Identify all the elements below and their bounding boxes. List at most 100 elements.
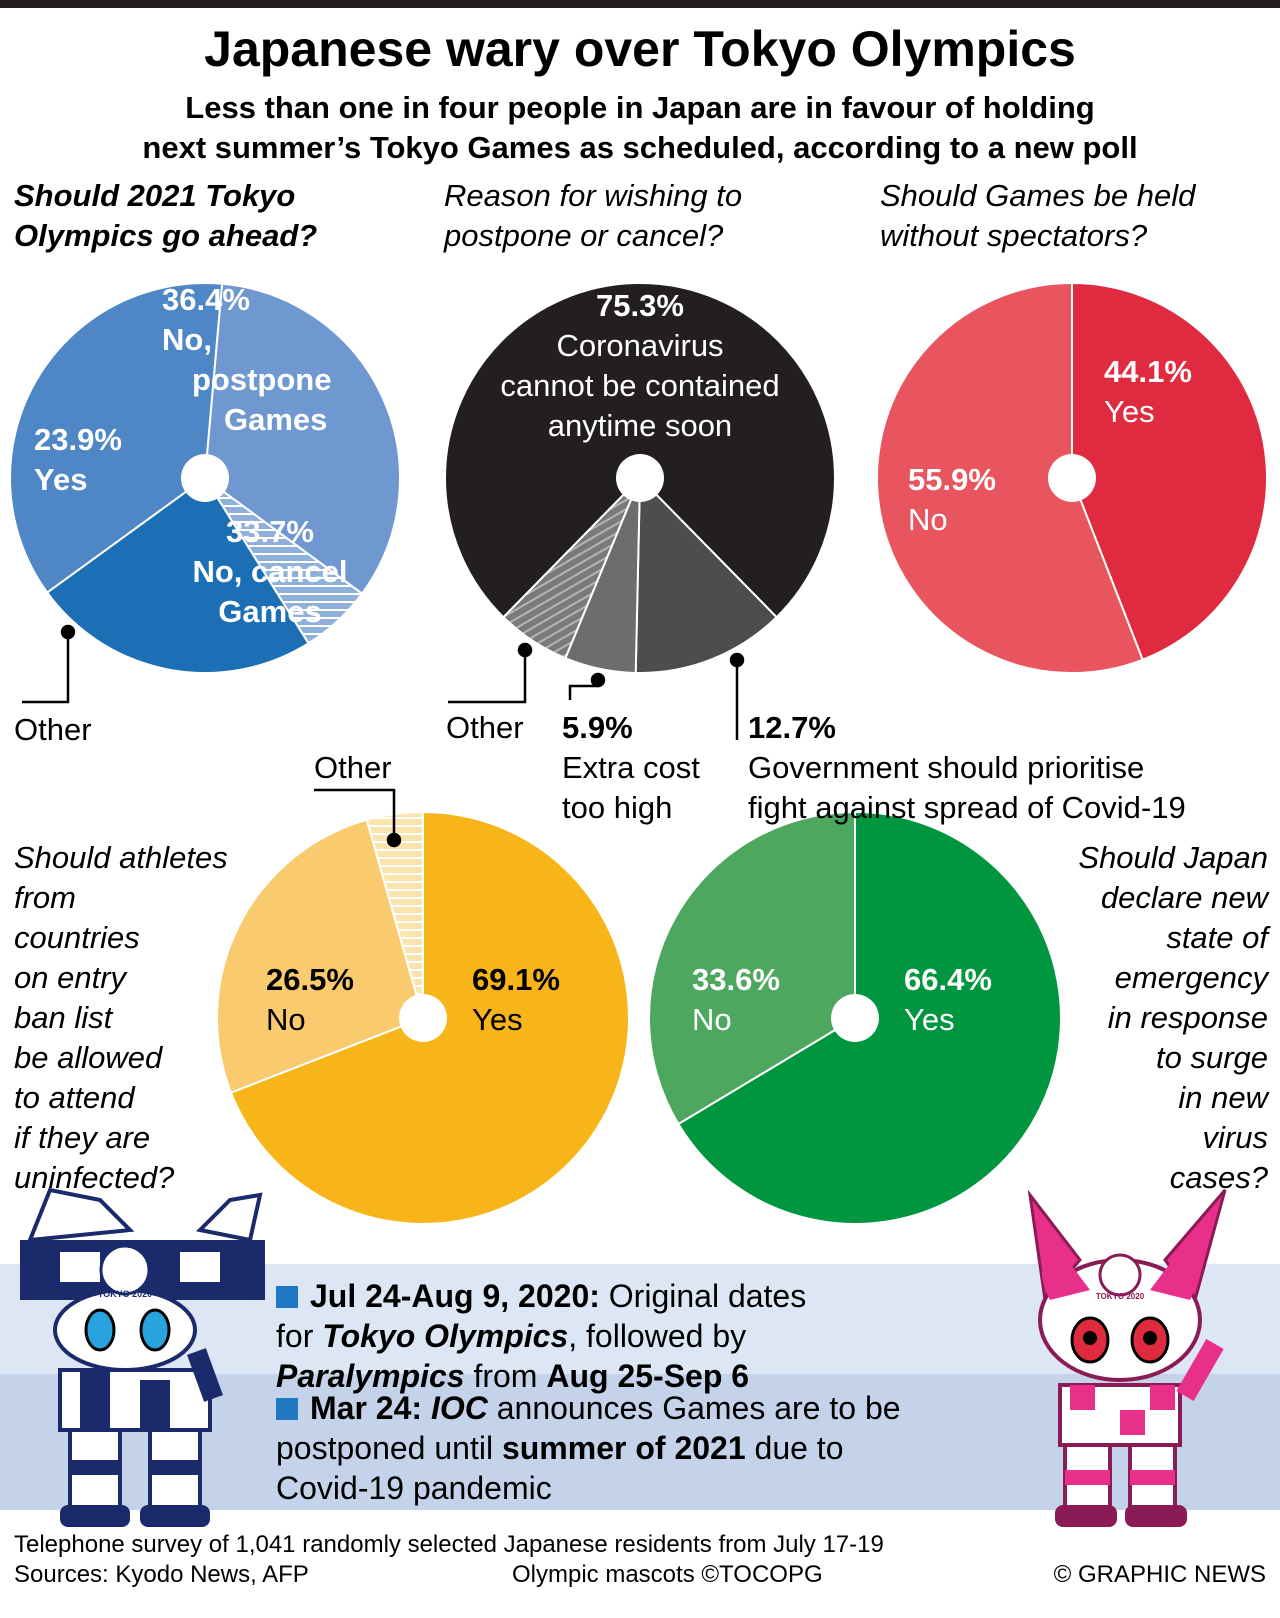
pie1-label-line: No, cancel	[192, 554, 348, 589]
pie2-slice-government-should-prioritise-fight-against-spread-of-covid-19	[634, 475, 778, 674]
pie5-question-line: in response	[1107, 1000, 1268, 1035]
pie3-pct-yes: 44.1%	[1104, 354, 1192, 389]
pie2-label-extra-cost: 5.9% Extra cost too high	[562, 708, 700, 828]
pie4-center-hole	[399, 994, 447, 1042]
subtitle-line-1: Less than one in four people in Japan ar…	[185, 90, 1095, 125]
pie5-question-line: cases?	[1169, 1160, 1268, 1195]
pie1-label-line: No,	[162, 322, 212, 357]
timeline-item-2: Mar 24: IOC announces Games are to be po…	[276, 1388, 1016, 1508]
pie4-label-no: 26.5% No	[266, 960, 354, 1040]
pie3-label-no: 55.9% No	[908, 460, 996, 540]
pie1-label-line: Games	[218, 594, 322, 629]
pie4-question-line: if they are	[14, 1120, 151, 1155]
pie4-label-other: Other	[314, 750, 392, 785]
pie4-label-yes: 69.1% Yes	[472, 960, 560, 1040]
pie5-slice-no	[648, 810, 856, 1126]
timeline-item-1-text: for	[276, 1318, 323, 1354]
top-bar	[0, 0, 1280, 8]
footer-sources: Sources: Kyodo News, AFP	[14, 1561, 309, 1588]
pie2-label-line: Government should prioritise	[748, 750, 1145, 785]
pie3-label-yes: 44.1% Yes	[1104, 352, 1192, 432]
pie5-center-hole	[831, 994, 879, 1042]
footer-mascots: Olympic mascots ©TOCOPG	[512, 1561, 823, 1588]
pie1-pct-yes: 23.9%	[34, 422, 122, 457]
timeline-item-2-ioc: IOC	[430, 1390, 488, 1426]
leader-dot-other-2	[517, 642, 533, 658]
leader-dot-other-1	[60, 624, 76, 640]
pie3-question-line: Should Games be held	[880, 178, 1196, 213]
pie2-slice-coronavirus-cannot-be-contained-anytime-soon	[444, 282, 836, 619]
mascot-right-text: TOKYO 2020	[1096, 1292, 1145, 1301]
pie1-slice-no-cancel-games	[203, 282, 401, 596]
pie1-pct-cancel: 33.7%	[226, 514, 314, 549]
timeline-item-1-date: Jul 24-Aug 9, 2020:	[310, 1278, 600, 1314]
leader-dot-extra-cost	[590, 672, 606, 688]
pie5-question-line: virus	[1202, 1120, 1268, 1155]
pie2-label-line: Extra cost	[562, 750, 700, 785]
pie2-label-line: Coronavirus	[556, 328, 724, 363]
mascot-left-text: TOKYO 2020	[98, 1289, 152, 1299]
pie2-label-line: too high	[562, 790, 673, 825]
page-title: Japanese wary over Tokyo Olympics	[204, 21, 1076, 77]
footer-credit: © GRAPHIC NEWS	[1053, 1561, 1266, 1588]
pie5-question: Should Japan declare new state of emerge…	[1000, 838, 1268, 1198]
pie1-label-line: Games	[224, 402, 328, 437]
pie3-question-line: without spectators?	[880, 218, 1148, 253]
pie4-label-yes-text: Yes	[472, 1002, 523, 1037]
timeline-item-1-paralympics: Paralympics	[276, 1358, 465, 1394]
timeline-item-2-summer: summer of 2021	[501, 1430, 746, 1466]
pie5-question-line: emergency	[1114, 960, 1268, 995]
pie3-slice-yes	[1071, 281, 1268, 662]
footer-survey: Telephone survey of 1,041 randomly selec…	[14, 1531, 884, 1558]
pie2-label-line: anytime soon	[547, 408, 733, 443]
pie4-question: Should athletes from countries on entry …	[14, 838, 228, 1198]
timeline-item-1-olympics: Tokyo Olympics	[322, 1318, 569, 1354]
pie3-label-no-text: No	[908, 502, 948, 537]
pie5-question-line: in new	[1178, 1080, 1268, 1115]
pie4-question-line: uninfected?	[14, 1160, 175, 1195]
leader-line-other-4	[314, 788, 396, 840]
pie2-question-line: Reason for wishing to	[444, 178, 743, 213]
pie3-center-hole	[1048, 454, 1096, 502]
pie5-label-no: 33.6% No	[692, 960, 780, 1040]
pie2-pct-government: 12.7%	[748, 710, 836, 745]
leader-line-other-1	[22, 632, 70, 704]
timeline-item-1-text: , followed by	[568, 1318, 747, 1354]
pie4-question-line: countries	[14, 920, 140, 955]
pie4-question-line: on entry	[14, 960, 127, 995]
timeline-item-2-text: Covid-19 pandemic	[276, 1470, 552, 1506]
pie5-question-line: declare new	[1100, 880, 1268, 915]
pie2-pct-extra-cost: 5.9%	[562, 710, 633, 745]
pie1-label-yes: 23.9% Yes	[34, 420, 122, 500]
pie2-label-government: 12.7% Government should prioritise fight…	[748, 708, 1186, 828]
pie4-question-line: Should athletes	[14, 840, 228, 875]
timeline-item-1-text: from	[464, 1358, 547, 1394]
pie1-center-hole	[181, 454, 229, 502]
pie4-question-line: from	[14, 880, 76, 915]
pie3-question: Should Games be held without spectators?	[880, 176, 1195, 256]
pie1-label-other: Other	[14, 712, 92, 747]
pie2-label-other: Other	[446, 710, 524, 745]
timeline-item-2-text: due to	[745, 1430, 844, 1466]
pie1-slice-no-postpone-games	[9, 282, 224, 595]
timeline-item-2-text: announces Games are to be	[487, 1390, 901, 1426]
pie4-question-line: to attend	[14, 1080, 135, 1115]
pie1-pct-postpone: 36.4%	[162, 282, 250, 317]
page-subtitle: Less than one in four people in Japan ar…	[0, 88, 1280, 168]
square-bullet-icon	[276, 1398, 298, 1420]
pie5-pct-no: 33.6%	[692, 962, 780, 997]
pie5-label-yes-text: Yes	[904, 1002, 955, 1037]
pie5-question-line: state of	[1166, 920, 1268, 955]
pie4-pct-no: 26.5%	[266, 962, 354, 997]
timeline-item-1-date2: Aug 25-Sep 6	[546, 1358, 750, 1394]
pie3-slice-no	[876, 281, 1144, 674]
pie4-label-no-text: No	[266, 1002, 306, 1037]
pie2-label-line: cannot be contained	[500, 368, 780, 403]
timeline-item-2-text: postponed until	[276, 1430, 502, 1466]
pie1-question-line: Should 2021 Tokyo	[14, 178, 296, 213]
pie5-pct-yes: 66.4%	[904, 962, 992, 997]
pie2-pct-coronavirus: 75.3%	[596, 288, 684, 323]
pie2-center-hole	[616, 454, 664, 502]
timeline-item-1: Jul 24-Aug 9, 2020: Original dates for T…	[276, 1276, 1016, 1396]
